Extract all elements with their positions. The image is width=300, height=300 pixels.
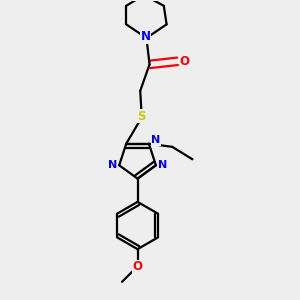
Text: N: N (140, 30, 151, 43)
Text: N: N (151, 135, 160, 145)
Text: S: S (137, 110, 146, 122)
Text: N: N (108, 160, 117, 170)
Text: N: N (158, 160, 167, 170)
Text: O: O (133, 260, 143, 273)
Text: O: O (179, 55, 189, 68)
